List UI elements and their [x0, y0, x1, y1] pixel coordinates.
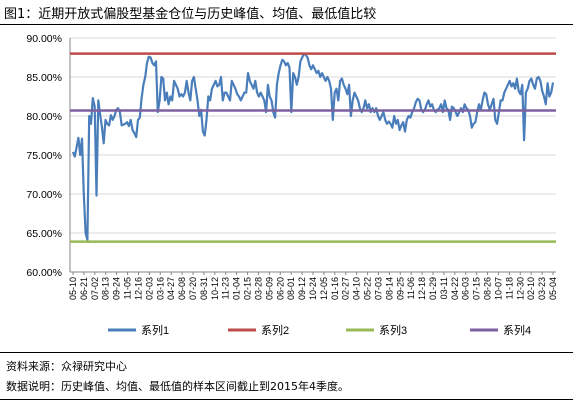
x-tick-label: 11-18	[504, 277, 514, 299]
notes-rule	[0, 352, 573, 353]
x-tick-label: 08-26	[483, 277, 493, 300]
y-tick-label: 85.00%	[26, 72, 62, 84]
x-tick-label: 03-28	[253, 277, 263, 300]
x-tick-label: 06-03	[461, 277, 471, 300]
x-tick-label: 08-14	[384, 277, 394, 300]
x-tick-label: 11-23	[221, 277, 231, 299]
x-tick-label: 09-12	[297, 277, 307, 300]
y-tick-label: 60.00%	[26, 267, 62, 279]
x-tick-label: 05-09	[264, 277, 274, 300]
series1-line	[71, 52, 555, 242]
y-tick-label: 70.00%	[26, 189, 62, 201]
figure-title-bar: 图1：近期开放式偏股型基金仓位与历史峰值、均值、最低值比较	[0, 0, 573, 24]
gridlines	[70, 37, 556, 273]
axes: 60.00% 65.00% 70.00% 75.00% 80.00% 85.00% 90.0…	[26, 33, 556, 279]
x-tick-label: 02-15	[243, 277, 253, 300]
x-tick-label: 07-20	[188, 277, 198, 300]
x-tick-label: 12-30	[515, 277, 525, 300]
x-tick-label: 12-16	[133, 277, 143, 300]
x-tick-label: 01-04	[232, 277, 242, 300]
x-tick-label: 09-25	[395, 277, 405, 300]
legend-label-series4: 系列4	[503, 323, 531, 337]
x-tick-label: 02-10	[526, 277, 536, 300]
legend-label-series1: 系列1	[141, 323, 169, 337]
x-tick-label: 04-10	[352, 277, 362, 300]
top-rule	[0, 24, 573, 25]
x-tick-label: 09-24	[112, 277, 122, 300]
x-tick-label: 10-12	[210, 277, 220, 300]
y-tick-label: 90.00%	[26, 33, 62, 45]
data-description-note: 数据说明：历史峰值、均值、最低值的样本区间截止到2015年4季度。	[6, 380, 349, 393]
x-tick-label: 03-23	[537, 277, 547, 300]
x-tick-label: 06-20	[275, 277, 285, 300]
y-tick-label: 65.00%	[26, 228, 62, 240]
x-tick-label: 05-10	[68, 277, 78, 300]
bottom-rule	[0, 399, 573, 400]
x-tick-label: 04-27	[166, 277, 176, 300]
x-tick-label: 10-07	[493, 277, 503, 300]
x-tick-label: 10-24	[308, 277, 318, 300]
y-tick-label: 80.00%	[26, 111, 62, 123]
figure-title: 图1：近期开放式偏股型基金仓位与历史峰值、均值、最低值比较	[4, 6, 377, 22]
figure-notes: 资料来源：众禄研究中心 数据说明：历史峰值、均值、最低值的样本区间截止到2015…	[6, 357, 349, 397]
x-tick-label: 02-27	[341, 277, 351, 300]
source-note: 资料来源：众禄研究中心	[6, 360, 127, 373]
x-tick-label: 12-05	[319, 277, 329, 300]
line-chart: 60.00% 65.00% 70.00% 75.00% 80.00% 85.00% 90.0…	[26, 33, 558, 337]
x-tick-label: 02-03	[144, 277, 154, 300]
x-tick-label: 05-04	[548, 277, 558, 300]
x-tick-label: 08-13	[101, 277, 111, 300]
x-tick-label: 06-21	[79, 277, 89, 300]
legend-label-series3: 系列3	[379, 323, 407, 337]
x-tick-label: 05-22	[363, 277, 373, 300]
x-tick-label: 03-11	[439, 277, 449, 299]
x-tick-label: 07-03	[373, 277, 383, 300]
x-tick-labels: 05-10 06-21 07-02 08-13 09-24 11-05 12-16 02-03…	[68, 277, 558, 300]
x-tick-label: 07-15	[472, 277, 482, 300]
x-tick-label: 12-18	[417, 277, 427, 300]
x-tick-label: 06-08	[177, 277, 187, 300]
x-tick-label: 04-22	[450, 277, 460, 300]
x-tick-label: 08-01	[286, 277, 296, 300]
x-tick-label: 08-31	[199, 277, 209, 300]
x-tick-label: 07-02	[90, 277, 100, 300]
legend: 系列1 系列2 系列3 系列4	[108, 323, 531, 337]
legend-label-series2: 系列2	[261, 323, 289, 337]
x-tick-label: 01-29	[428, 277, 438, 300]
x-tick-label: 01-16	[330, 277, 340, 300]
series-lines	[70, 52, 556, 243]
x-tick-label: 11-06	[406, 277, 416, 299]
x-tick-label: 03-16	[155, 277, 165, 300]
y-tick-label: 75.00%	[26, 150, 62, 162]
x-tick-label: 11-05	[123, 277, 133, 299]
